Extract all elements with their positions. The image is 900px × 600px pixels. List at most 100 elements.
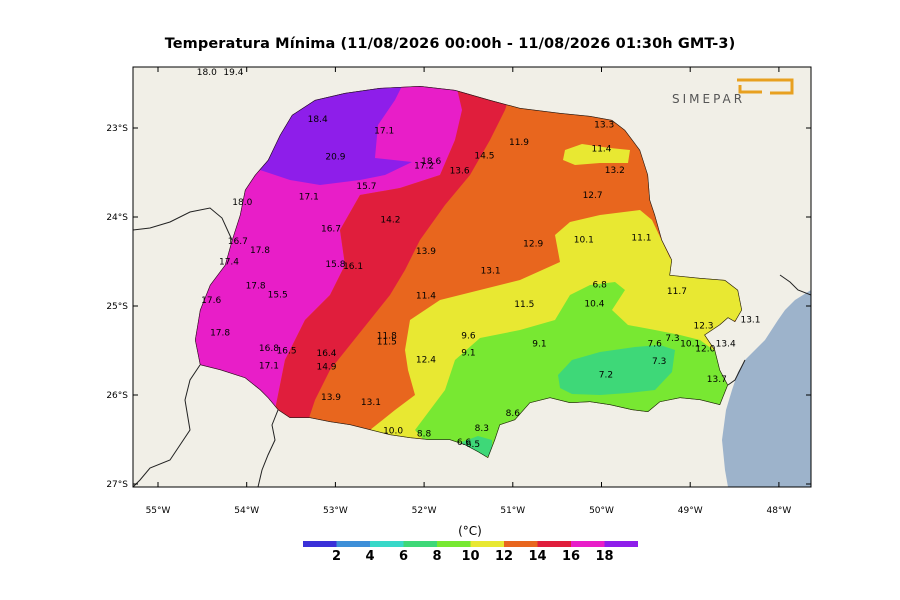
station-value: 10.1 bbox=[574, 235, 594, 245]
station-value: 16.7 bbox=[228, 237, 248, 247]
station-value: 12.7 bbox=[583, 191, 603, 201]
colorbar-segment bbox=[504, 541, 538, 547]
station-value: 15.7 bbox=[356, 182, 376, 192]
station-value: 9.1 bbox=[461, 348, 475, 358]
simepar-logo: SIMEPAR bbox=[672, 78, 794, 106]
colorbar-segment bbox=[604, 541, 638, 547]
station-value: 10.1 bbox=[680, 339, 700, 349]
lat-tick-label: 25°S bbox=[106, 302, 128, 312]
station-value: 6.5 bbox=[466, 440, 480, 450]
station-value: 12.3 bbox=[693, 322, 713, 332]
station-value: 11.8 bbox=[377, 331, 397, 341]
colorbar-label: 2 bbox=[332, 549, 341, 564]
station-value: 10.0 bbox=[383, 427, 403, 437]
colorbar-label: 10 bbox=[461, 549, 479, 564]
colorbar-segment bbox=[537, 541, 571, 547]
lon-tick-label: 48°W bbox=[766, 506, 791, 516]
lat-tick-label: 26°S bbox=[106, 391, 128, 401]
state-borders bbox=[133, 207, 811, 487]
station-value: 11.5 bbox=[514, 300, 534, 310]
logo-text: SIMEPAR bbox=[672, 92, 745, 106]
station-value: 11.1 bbox=[631, 234, 651, 244]
colorbar-label: 6 bbox=[399, 549, 408, 564]
station-value: 9.6 bbox=[461, 331, 476, 341]
station-value: 17.8 bbox=[250, 246, 270, 256]
station-value: 15.5 bbox=[268, 290, 288, 300]
station-value: 11.5 bbox=[377, 338, 397, 348]
station-value: 17.6 bbox=[201, 296, 221, 306]
ocean bbox=[722, 290, 811, 487]
lon-tick-label: 54°W bbox=[234, 506, 259, 516]
station-value: 10.4 bbox=[584, 299, 604, 309]
station-value: 14.2 bbox=[380, 216, 400, 226]
station-value: 7.2 bbox=[599, 371, 613, 381]
station-value: 17.4 bbox=[219, 258, 239, 268]
station-labels: 18.0 19.4 18.4 17.1 20.9 18.617.2 14.5 13.6 11.9… bbox=[197, 68, 761, 450]
colorbar-segment bbox=[403, 541, 437, 547]
station-value: 14.9 bbox=[316, 363, 336, 373]
station-value: 13.2 bbox=[605, 166, 625, 176]
station-value: 18.0 bbox=[232, 198, 252, 208]
station-value: 17.8 bbox=[210, 329, 230, 339]
colorbar-label: 18 bbox=[595, 549, 613, 564]
station-value: 18.6 bbox=[421, 157, 441, 167]
station-value: 16.4 bbox=[316, 349, 336, 359]
station-value: 13.1 bbox=[481, 266, 501, 276]
station-value: 13.6 bbox=[450, 167, 470, 177]
lon-tick-label: 50°W bbox=[589, 506, 614, 516]
colorbar-label: 8 bbox=[432, 549, 441, 564]
station-value: 18.0 bbox=[197, 68, 217, 78]
colorbar-label: 14 bbox=[528, 549, 546, 564]
station-value: 11.4 bbox=[416, 291, 436, 301]
station-value: 8.6 bbox=[506, 409, 521, 419]
station-value: 13.7 bbox=[707, 375, 727, 385]
station-value: 15.8 bbox=[325, 260, 345, 270]
latitude-axis: 23°S 24°S 25°S 26°S 27°S bbox=[106, 124, 811, 490]
colorbar-segment bbox=[336, 541, 370, 547]
colorbar-label: 12 bbox=[495, 549, 513, 564]
station-value: 8.8 bbox=[417, 429, 432, 439]
station-value: 7.3 bbox=[652, 357, 666, 367]
station-value: 11.9 bbox=[509, 138, 529, 148]
lon-tick-label: 55°W bbox=[146, 506, 171, 516]
station-value: 17.1 bbox=[299, 193, 319, 203]
lon-tick-label: 51°W bbox=[500, 506, 525, 516]
station-value: 13.1 bbox=[361, 398, 381, 408]
colorbar-segment bbox=[571, 541, 605, 547]
station-value: 13.4 bbox=[716, 339, 736, 349]
lon-tick-label: 52°W bbox=[412, 506, 437, 516]
colorbar-labels: 2 4 6 8 10 12 14 16 18 bbox=[332, 549, 614, 564]
colorbar-label: 4 bbox=[365, 549, 374, 564]
lat-tick-label: 27°S bbox=[106, 480, 128, 490]
station-value: 12.9 bbox=[523, 240, 543, 250]
lon-tick-label: 49°W bbox=[678, 506, 703, 516]
colorbar-segment bbox=[303, 541, 337, 547]
station-value: 17.8 bbox=[246, 282, 266, 292]
station-value: 16.5 bbox=[277, 347, 297, 357]
station-value: 13.9 bbox=[321, 393, 341, 403]
station-value: 6.8 bbox=[593, 281, 608, 291]
station-value: 13.9 bbox=[416, 247, 436, 257]
station-value: 16.1 bbox=[343, 262, 363, 272]
lat-tick-label: 23°S bbox=[106, 124, 128, 134]
station-value: 19.4 bbox=[223, 68, 243, 78]
station-value: 11.4 bbox=[591, 145, 611, 155]
station-value: 16.8 bbox=[259, 344, 279, 354]
station-value: 17.2 bbox=[414, 161, 434, 171]
colorbar-segment bbox=[370, 541, 404, 547]
station-value: 16.7 bbox=[321, 225, 341, 235]
units-label: (°C) bbox=[458, 524, 482, 538]
station-value: 17.1 bbox=[374, 127, 394, 137]
colorbar-segment bbox=[470, 541, 504, 547]
longitude-axis: 55°W 54°W 53°W 52°W 51°W 50°W 49°W 48°W bbox=[146, 67, 791, 516]
map-title: Temperatura Mínima (11/08/2026 00:00h - … bbox=[164, 36, 736, 52]
map-frame bbox=[132, 66, 812, 488]
station-value: 13.1 bbox=[740, 315, 760, 325]
station-value: 18.4 bbox=[308, 115, 328, 125]
colorbar-segment bbox=[437, 541, 471, 547]
station-value: 7.6 bbox=[648, 339, 663, 349]
station-value: 12.4 bbox=[416, 355, 436, 365]
station-value: 17.1 bbox=[259, 362, 279, 372]
station-value: 12.0 bbox=[695, 345, 715, 355]
